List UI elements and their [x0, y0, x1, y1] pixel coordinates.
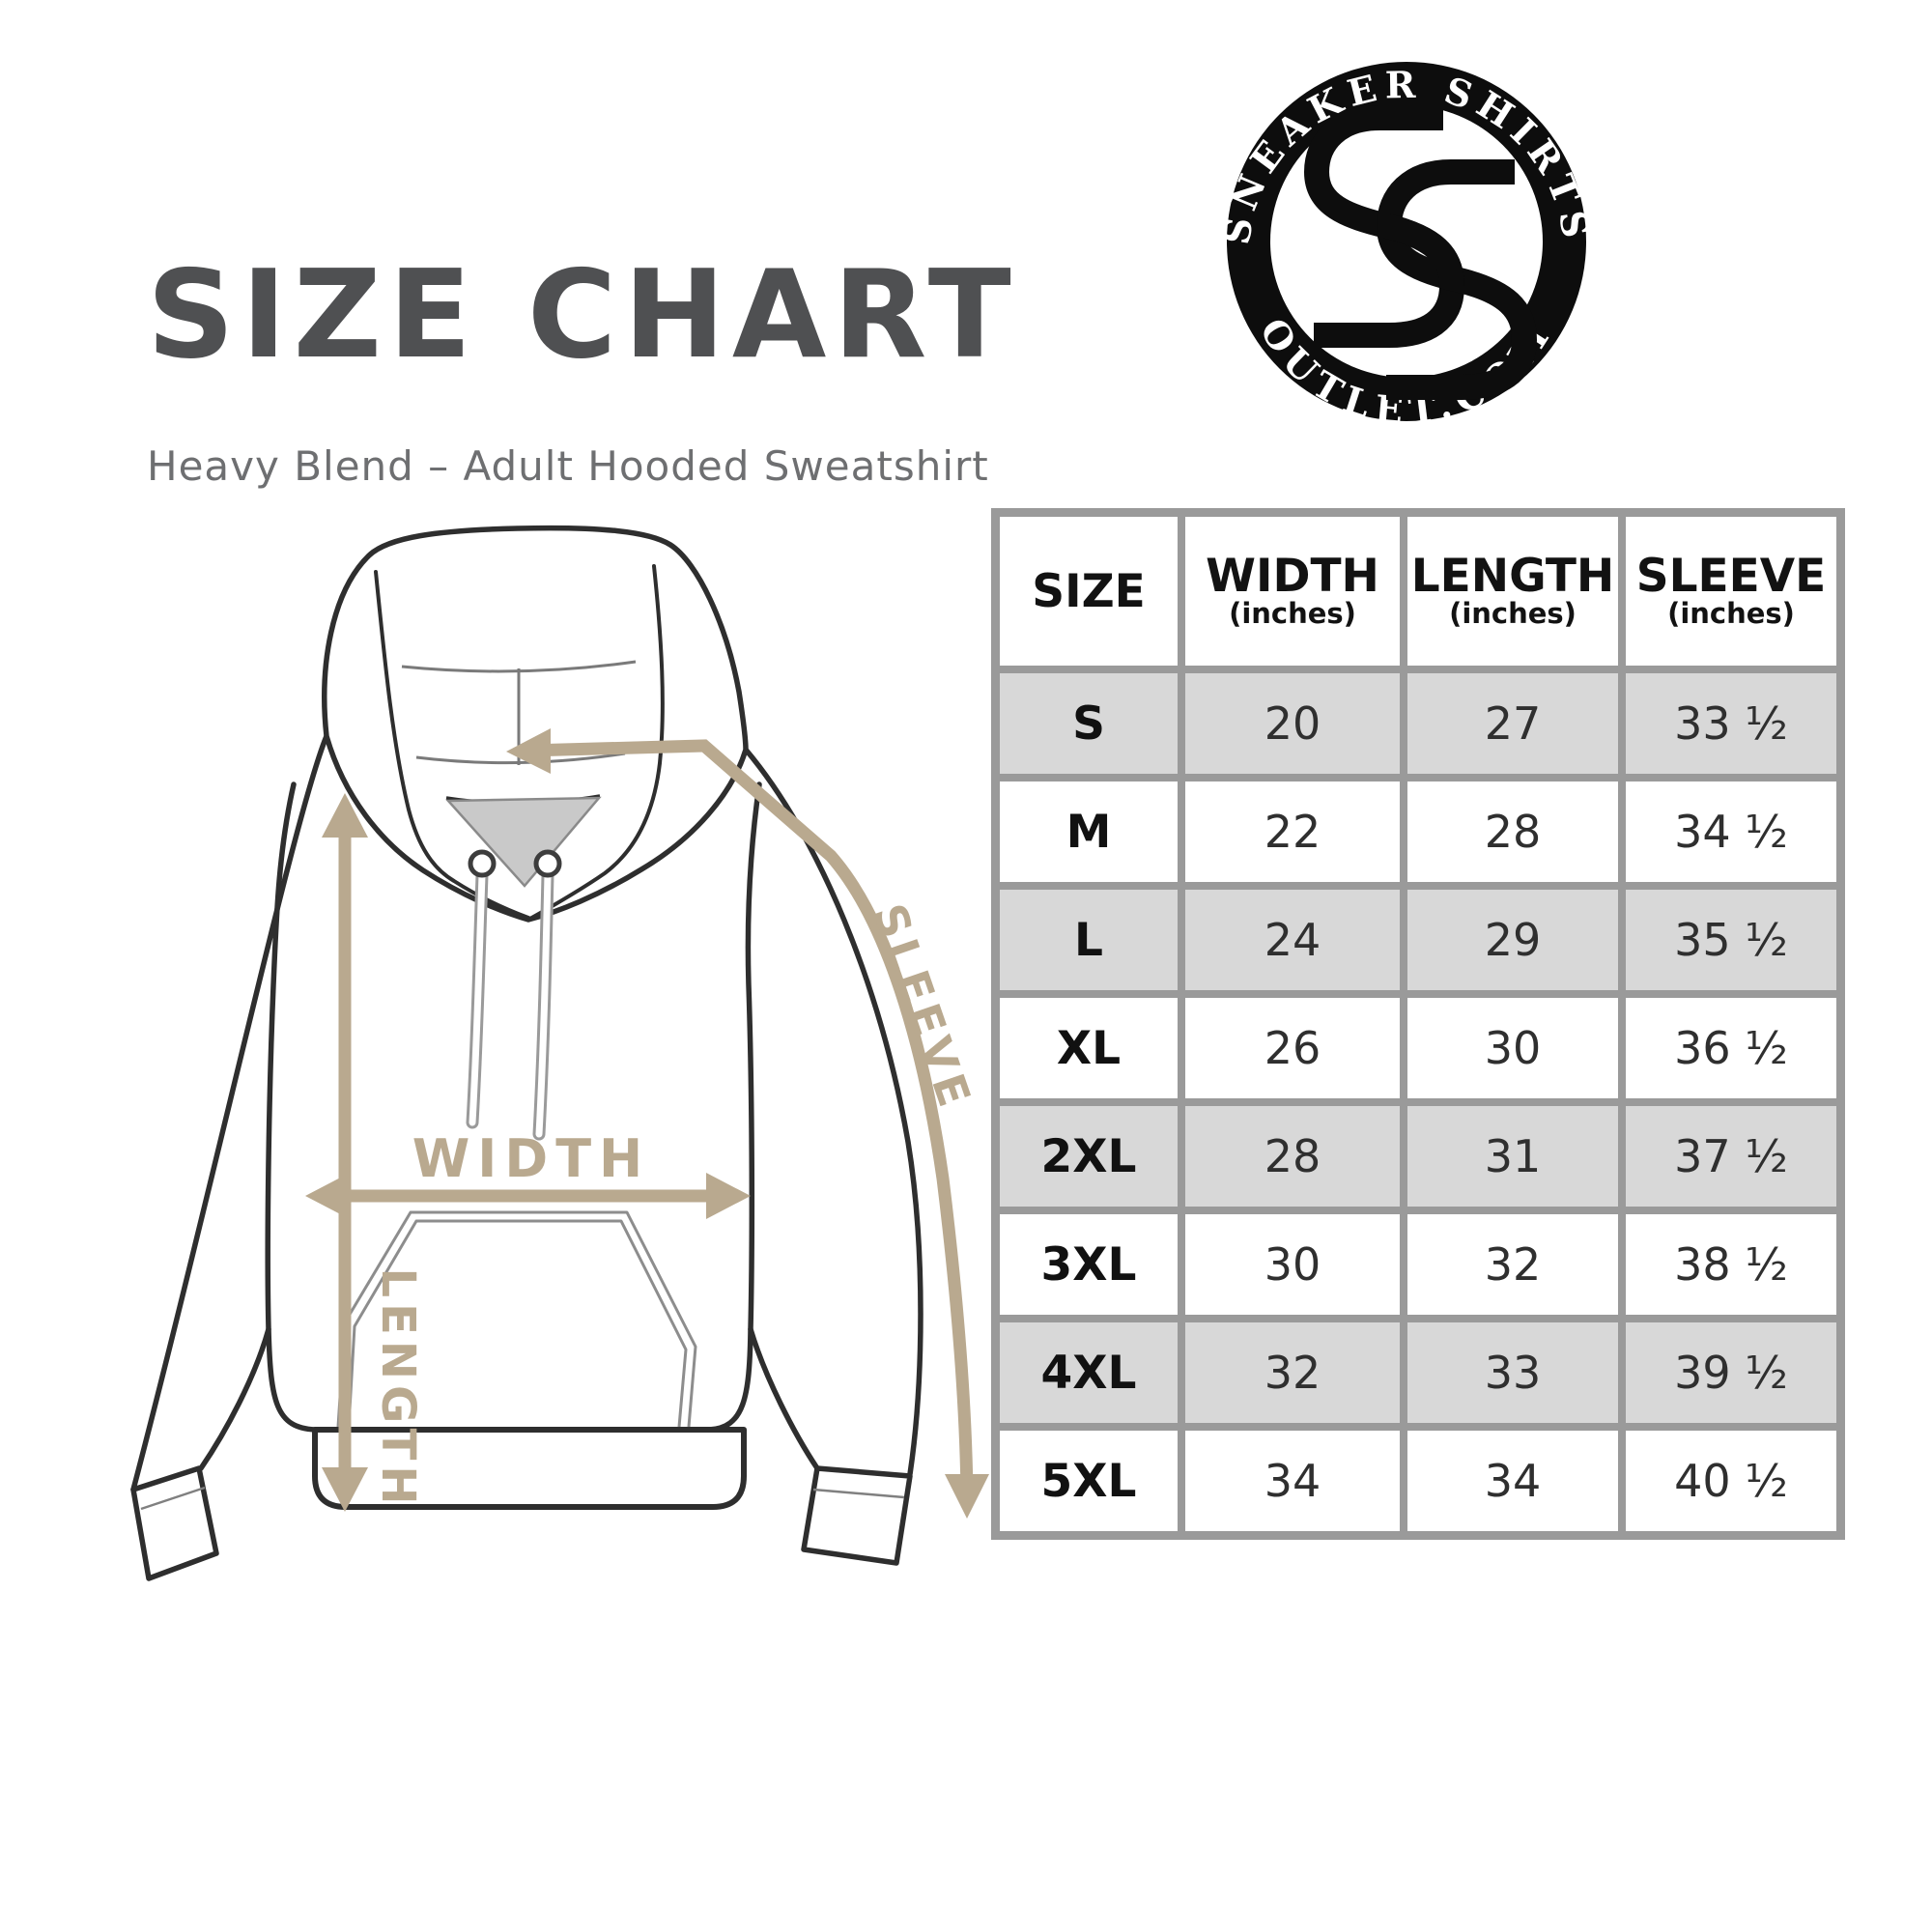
table-cell-width: 24 [1185, 890, 1400, 990]
logo-ss-monogram-icon [1303, 105, 1538, 400]
table-cell-length: 31 [1407, 1106, 1618, 1207]
table-cell-size: S [1000, 673, 1178, 774]
table-cell-width: 30 [1185, 1214, 1400, 1315]
column-header-sleeve: SLEEVE (inches) [1626, 517, 1836, 666]
table-cell-size: L [1000, 890, 1178, 990]
table-cell-length: 34 [1407, 1431, 1618, 1531]
right-cuff-seam [812, 1488, 905, 1499]
table-cell-size: 5XL [1000, 1431, 1178, 1531]
page-subtitle: Heavy Blend – Adult Hooded Sweatshirt [147, 442, 989, 490]
left-sleeve-inner [198, 1326, 271, 1471]
table-cell-length: 28 [1407, 781, 1618, 882]
hood-outline [322, 525, 749, 923]
table-cell-width: 32 [1185, 1322, 1400, 1423]
right-sleeve-inner [748, 1326, 820, 1471]
table-cell-width: 22 [1185, 781, 1400, 882]
left-cuff-seam [140, 1486, 206, 1511]
table-cell-length: 32 [1407, 1214, 1618, 1315]
column-header-size: SIZE [1000, 517, 1178, 666]
left-eyelet [468, 849, 497, 878]
table-cell-length: 29 [1407, 890, 1618, 990]
table-cell-size: 4XL [1000, 1322, 1178, 1423]
table-cell-size: XL [1000, 998, 1178, 1098]
width-arrowhead-right-icon [706, 1173, 751, 1219]
table-cell-sleeve: 40 ½ [1626, 1431, 1836, 1531]
waistband [312, 1427, 747, 1510]
sleeve-arrowhead-left-icon [506, 728, 551, 774]
sleeve-label: SLEEVE [863, 897, 981, 1118]
table-cell-sleeve: 33 ½ [1626, 673, 1836, 774]
left-torso-edge [265, 781, 318, 1433]
table-cell-sleeve: 39 ½ [1626, 1322, 1836, 1423]
table-cell-length: 30 [1407, 998, 1618, 1098]
column-header-width: WIDTH (inches) [1185, 517, 1400, 666]
table-cell-sleeve: 35 ½ [1626, 890, 1836, 990]
hoodie-diagram: WIDTH LENGTH SLEEVE [130, 525, 989, 1581]
table-cell-sleeve: 36 ½ [1626, 998, 1836, 1098]
sleeve-arrow [526, 739, 974, 1496]
table-cell-sleeve: 38 ½ [1626, 1214, 1836, 1315]
table-cell-width: 20 [1185, 673, 1400, 774]
hood-opening-right [526, 564, 665, 922]
neck-inset [445, 796, 602, 888]
drawstrings [466, 849, 562, 1141]
right-torso-edge [706, 781, 762, 1433]
left-sleeve-outer [130, 733, 329, 1492]
size-chart-table: SIZE WIDTH (inches) LENGTH (inches) SLEEVE… [991, 508, 1845, 1540]
length-arrowhead-up-icon [322, 793, 368, 838]
table-cell-size: 3XL [1000, 1214, 1178, 1315]
left-cuff [130, 1465, 219, 1581]
right-cuff [801, 1465, 913, 1566]
page-title: SIZE CHART [147, 243, 1018, 385]
sleeve-arrowhead-down-icon [945, 1474, 989, 1519]
table-cell-sleeve: 34 ½ [1626, 781, 1836, 882]
table-cell-width: 28 [1185, 1106, 1400, 1207]
measurement-arrows [305, 728, 989, 1519]
length-arrowhead-down-icon [322, 1467, 368, 1512]
table-cell-width: 34 [1185, 1431, 1400, 1531]
length-label: LENGTH [371, 1267, 425, 1510]
right-eyelet [533, 849, 562, 878]
brand-logo: SNEAKER SHIRTS OUTLET.COM [1215, 62, 1592, 433]
table-cell-length: 33 [1407, 1322, 1618, 1423]
table-cell-width: 26 [1185, 998, 1400, 1098]
width-label: WIDTH [412, 1128, 651, 1189]
column-header-length: LENGTH (inches) [1407, 517, 1618, 666]
table-cell-sleeve: 37 ½ [1626, 1106, 1836, 1207]
table-cell-length: 27 [1407, 673, 1618, 774]
table-cell-size: 2XL [1000, 1106, 1178, 1207]
kangaroo-pocket-inner-seam [347, 1219, 688, 1428]
table-cell-size: M [1000, 781, 1178, 882]
